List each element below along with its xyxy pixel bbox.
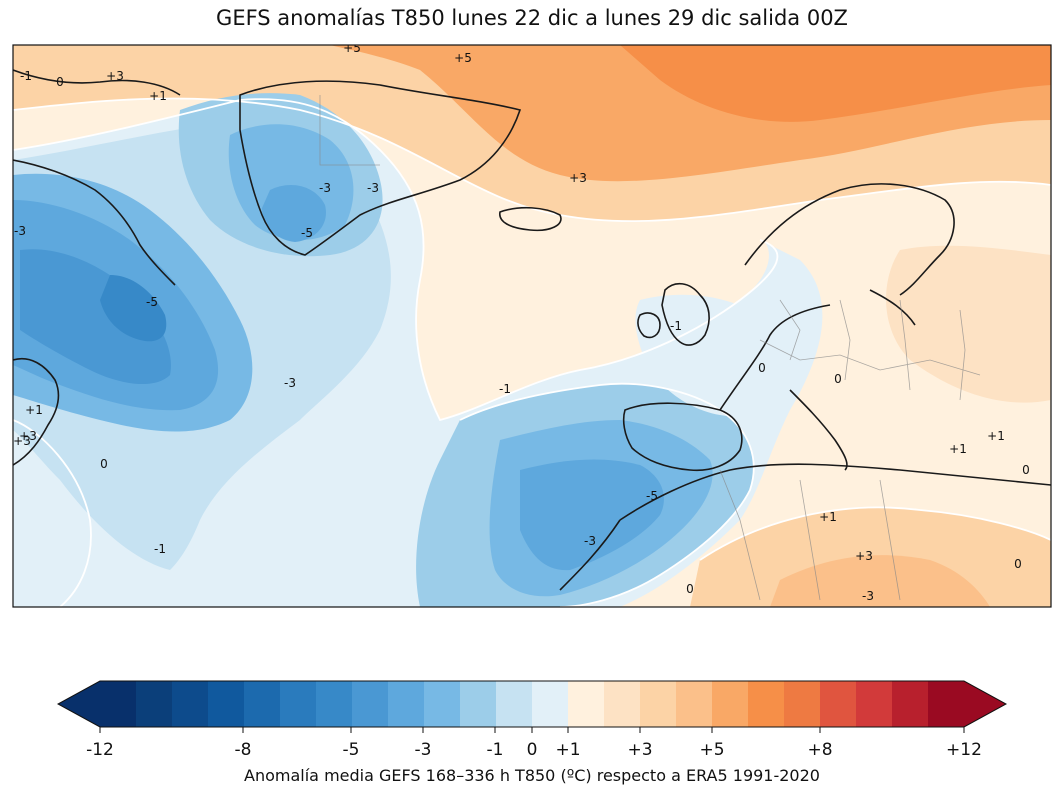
contour-label: +3	[855, 549, 873, 563]
country-borders	[319, 95, 981, 601]
colorbar-segment	[568, 681, 605, 727]
contour-label: -1	[499, 382, 511, 396]
contour-label: -1	[20, 69, 32, 83]
colorbar-tick: +1	[555, 740, 581, 760]
contour-label: +1	[819, 510, 837, 524]
colorbar-max-extension	[964, 681, 1006, 727]
contour-label: 0	[758, 361, 766, 375]
colorbar-min-extension	[58, 681, 100, 727]
contour-label-layer: +5 +3 +5 +1 0 -1 +3 -3 -3 -5 +3 -3 -5 -3…	[13, 41, 1030, 603]
contour-label: -1	[154, 542, 166, 556]
map-frame	[12, 44, 1052, 608]
colorbar-tick: 0	[526, 740, 538, 760]
contour-label: +5	[454, 51, 472, 65]
colorbar-segment	[532, 681, 569, 727]
map-title: GEFS anomalías T850 lunes 22 dic a lunes…	[216, 6, 848, 30]
contour-label: -3	[14, 224, 26, 238]
contour-label: 0	[686, 582, 694, 596]
colorbar-tick: +3	[627, 740, 653, 760]
contour-label: +1	[987, 429, 1005, 443]
colorbar-tick: -1	[486, 740, 504, 760]
colorbar-tick: -5	[342, 740, 360, 760]
colorbar-segment	[604, 681, 641, 727]
colorbar-segment	[856, 681, 893, 727]
contour-label: 0	[100, 457, 108, 471]
colorbar-segment	[892, 681, 929, 727]
contour-label: 0	[1022, 463, 1030, 477]
contour-label: +5	[343, 41, 361, 55]
colorbar-tick: +5	[699, 740, 725, 760]
contour-label: 0	[834, 372, 842, 386]
colorbar-tick: -12	[86, 740, 114, 760]
contour-label: +3	[106, 69, 124, 83]
colorbar-segment	[496, 681, 533, 727]
colorbar-segment	[424, 681, 461, 727]
colorbar-tick: +8	[807, 740, 833, 760]
contour-label: -3	[284, 376, 296, 390]
contour-label: 0	[56, 75, 64, 89]
colorbar-segment	[640, 681, 677, 727]
contour-label: -3	[367, 181, 379, 195]
colorbar-segment	[172, 681, 209, 727]
contour-label: -3	[319, 181, 331, 195]
colorbar-segment	[928, 681, 965, 727]
colorbar-tick: +12	[946, 740, 982, 760]
contour-label: +3	[569, 171, 587, 185]
contour-label: +1	[25, 403, 43, 417]
colorbar-segment	[784, 681, 821, 727]
contour-label: -1	[670, 319, 682, 333]
contour-label: -5	[646, 489, 658, 503]
colorbar-caption: Anomalía media GEFS 168–336 h T850 (ºC) …	[244, 766, 820, 785]
contour-label: +3	[19, 429, 37, 443]
contour-label: +3	[13, 434, 31, 448]
contour-label: +1	[949, 442, 967, 456]
contour-label: -3	[584, 534, 596, 548]
colorbar-segment	[460, 681, 497, 727]
colorbar-segment	[100, 681, 137, 727]
colorbar-segment	[820, 681, 857, 727]
colorbar-segment	[316, 681, 353, 727]
coastlines	[13, 69, 1051, 591]
colorbar-segment	[244, 681, 281, 727]
colorbar-tick: -3	[414, 740, 432, 760]
colorbar-segment	[676, 681, 713, 727]
colorbar-segment	[748, 681, 785, 727]
contour-label: -5	[146, 295, 158, 309]
colorbar-tick: -8	[234, 740, 252, 760]
anomaly-field	[13, 45, 1051, 607]
colorbar-segment	[388, 681, 425, 727]
contour-label: -3	[862, 589, 874, 603]
colorbar-segment	[136, 681, 173, 727]
colorbar-segment	[208, 681, 245, 727]
contour-label: +1	[149, 89, 167, 103]
colorbar-segment	[712, 681, 749, 727]
colorbar	[56, 680, 1008, 733]
contour-label: 0	[1014, 557, 1022, 571]
contour-label: -5	[301, 226, 313, 240]
colorbar-segment	[352, 681, 389, 727]
colorbar-segment	[280, 681, 317, 727]
